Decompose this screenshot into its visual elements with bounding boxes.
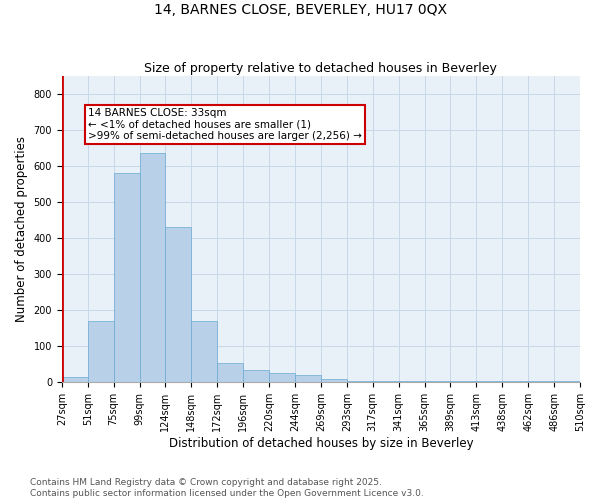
Bar <box>191 321 217 382</box>
Bar <box>243 370 269 382</box>
Bar <box>88 321 113 382</box>
Text: 14 BARNES CLOSE: 33sqm
← <1% of detached houses are smaller (1)
>99% of semi-det: 14 BARNES CLOSE: 33sqm ← <1% of detached… <box>88 108 362 142</box>
Bar <box>398 380 425 382</box>
Bar <box>528 380 554 382</box>
Text: 14, BARNES CLOSE, BEVERLEY, HU17 0QX: 14, BARNES CLOSE, BEVERLEY, HU17 0QX <box>154 2 446 16</box>
Bar <box>321 378 347 382</box>
Bar <box>295 375 321 382</box>
Bar <box>62 377 88 382</box>
Title: Size of property relative to detached houses in Beverley: Size of property relative to detached ho… <box>145 62 497 74</box>
Bar <box>140 153 166 382</box>
Text: Contains HM Land Registry data © Crown copyright and database right 2025.
Contai: Contains HM Land Registry data © Crown c… <box>30 478 424 498</box>
Bar <box>166 227 191 382</box>
Bar <box>476 380 502 382</box>
Bar <box>113 173 140 382</box>
Bar <box>373 380 398 382</box>
Bar <box>217 362 243 382</box>
Y-axis label: Number of detached properties: Number of detached properties <box>15 136 28 322</box>
Bar <box>269 374 295 382</box>
Bar <box>554 380 580 382</box>
X-axis label: Distribution of detached houses by size in Beverley: Distribution of detached houses by size … <box>169 437 473 450</box>
Bar <box>502 380 528 382</box>
Bar <box>347 380 373 382</box>
Bar <box>425 380 451 382</box>
Bar <box>451 380 476 382</box>
